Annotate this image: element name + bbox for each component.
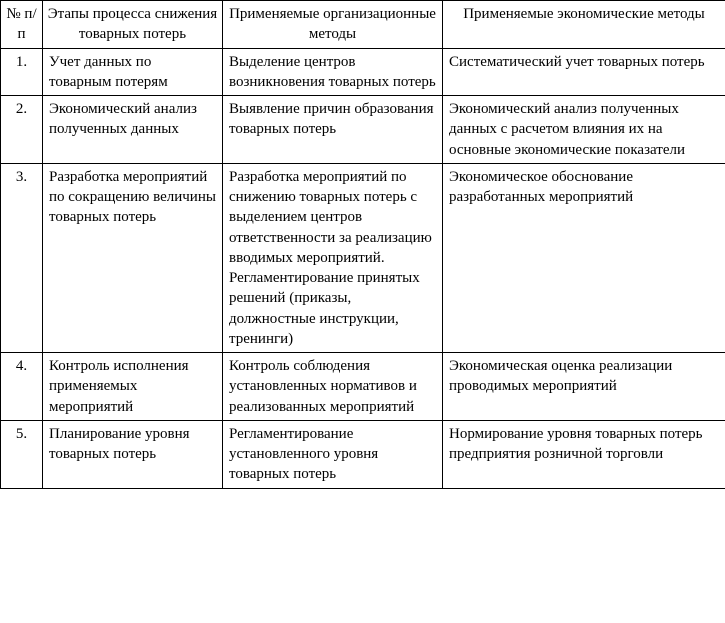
cell-eco: Экономическое обоснование разработанных … [443,163,725,352]
cell-eco: Систематический учет товарных потерь [443,48,725,96]
col-header-num: № п/п [1,1,43,49]
cell-stage: Планирование уровня товарных потерь [43,420,223,488]
cell-org: Регламентирование установленного уровня … [223,420,443,488]
table-row: 1. Учет данных по товарным потерям Выдел… [1,48,725,96]
table-row: 4. Контроль исполнения применяемых мероп… [1,353,725,421]
cell-org: Разработка мероприятий по снижению товар… [223,163,443,352]
col-header-org: Применяемые организационные методы [223,1,443,49]
cell-stage: Контроль исполнения применяемых мероприя… [43,353,223,421]
cell-eco: Экономический анализ полученных данных с… [443,96,725,164]
cell-stage: Учет данных по товарным потерям [43,48,223,96]
table-row: 2. Экономический анализ полученных данны… [1,96,725,164]
col-header-stage: Этапы процесса снижения товарных потерь [43,1,223,49]
table-row: 3. Разработка мероприятий по сокращению … [1,163,725,352]
table-header-row: № п/п Этапы процесса снижения товарных п… [1,1,725,49]
cell-eco: Нормирование уровня товарных потерь пред… [443,420,725,488]
cell-org: Выделение центров возникновения товарных… [223,48,443,96]
cell-num: 3. [1,163,43,352]
cell-num: 1. [1,48,43,96]
cell-org: Контроль соблюдения установленных нормат… [223,353,443,421]
cell-eco: Экономическая оценка реализации проводим… [443,353,725,421]
col-header-eco: Применяемые экономические методы [443,1,725,49]
cell-num: 4. [1,353,43,421]
cell-num: 5. [1,420,43,488]
cell-stage: Экономический анализ полученных данных [43,96,223,164]
cell-stage: Разработка мероприятий по сокращению вел… [43,163,223,352]
cell-num: 2. [1,96,43,164]
cell-org: Выявление причин образования товарных по… [223,96,443,164]
table-row: 5. Планирование уровня товарных потерь Р… [1,420,725,488]
methods-table: № п/п Этапы процесса снижения товарных п… [0,0,725,489]
